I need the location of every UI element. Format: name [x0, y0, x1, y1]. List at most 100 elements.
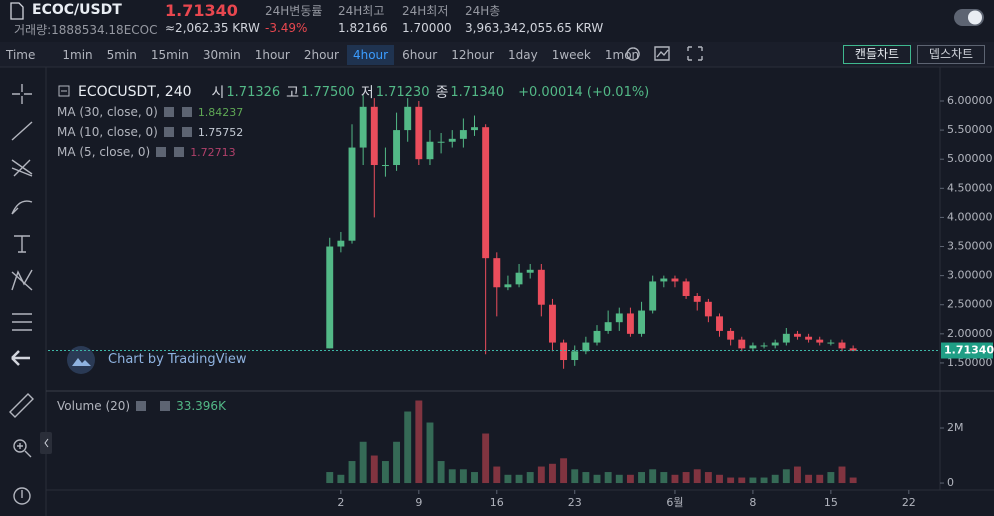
- study-value: 1.84237: [197, 105, 244, 119]
- watermark: Chart by TradingView: [108, 352, 247, 367]
- volume-bar: [426, 422, 434, 484]
- interval-button[interactable]: 12hour: [451, 47, 494, 62]
- x-tick-label: 9: [415, 496, 422, 509]
- krw-price: ≈2,062.35 KRW: [165, 21, 260, 35]
- study-controls[interactable]: [163, 107, 192, 117]
- candle-body: [571, 351, 579, 361]
- ohlc-label: 고: [286, 85, 300, 101]
- volume-bar: [437, 461, 445, 484]
- volume-name[interactable]: Volume (20): [57, 399, 131, 413]
- interval-button[interactable]: 1hour: [254, 47, 290, 62]
- volume-bar: [738, 477, 746, 484]
- interval-button[interactable]: 1day: [507, 47, 538, 62]
- fullscreen-icon[interactable]: [687, 46, 703, 61]
- volume-bar: [537, 466, 545, 484]
- volume-tick-label: 0: [947, 476, 954, 489]
- collapse-tab[interactable]: [40, 432, 52, 454]
- zoom-tool[interactable]: [13, 439, 32, 458]
- interval-bar: Time 1min 5min 15min 30min 1hour 2hour 4hour 6ho…: [0, 42, 647, 67]
- indicator-icon[interactable]: [654, 46, 670, 61]
- study-name[interactable]: MA (10, close, 0): [57, 125, 158, 139]
- candle-body: [337, 240, 345, 247]
- candle-body: [827, 342, 835, 344]
- candle-body: [381, 165, 389, 167]
- candle-body: [549, 304, 556, 343]
- candle-body: [716, 316, 723, 331]
- volume-24h: 거래량:1888534.18ECOC: [14, 23, 158, 37]
- brush-tool[interactable]: [11, 200, 33, 215]
- y-tick-label: 3.50000: [947, 240, 993, 253]
- study-controls[interactable]: [156, 147, 185, 157]
- volume-bar: [771, 474, 779, 484]
- candle-body: [393, 130, 401, 166]
- volume-bar: [693, 469, 701, 484]
- watermark-logo: [72, 358, 91, 366]
- interval-button[interactable]: 1week: [551, 47, 591, 62]
- study-row: MA (5, close, 0) 1.72713: [57, 145, 236, 159]
- candle-body: [471, 127, 478, 131]
- volume-bar: [749, 477, 757, 484]
- measure-tool[interactable]: [12, 313, 32, 331]
- candle-body: [816, 339, 824, 343]
- volume-bar: [794, 466, 801, 484]
- candle-body: [482, 127, 490, 259]
- candle-body: [415, 106, 423, 160]
- interval-button[interactable]: 2hour: [303, 47, 339, 62]
- chart-mode-button[interactable]: 뎁스차트: [917, 45, 985, 64]
- y-tick-label: 6.00000: [947, 94, 993, 107]
- interval-button[interactable]: 15min: [150, 47, 189, 62]
- back-tool[interactable]: [11, 350, 30, 366]
- magnet-tool[interactable]: [13, 487, 31, 505]
- chart-mode-button[interactable]: 캔들차트: [843, 45, 911, 64]
- text-tool[interactable]: [14, 235, 30, 253]
- candle-body: [638, 310, 646, 334]
- volume-bar: [827, 472, 835, 484]
- line-tool[interactable]: [11, 121, 33, 141]
- candle-body: [615, 313, 623, 323]
- crosshair-tool[interactable]: [12, 84, 32, 104]
- y-tick-label: 1.50000: [947, 356, 993, 369]
- candle-body: [459, 130, 467, 139]
- ohlc-value: 1.71230: [375, 84, 430, 100]
- volume-bar: [727, 477, 735, 484]
- stat-label: 24H최저: [402, 4, 449, 18]
- interval-button[interactable]: Time: [6, 47, 36, 62]
- study-name[interactable]: MA (5, close, 0): [57, 145, 151, 159]
- study-controls[interactable]: [136, 401, 171, 411]
- volume-bar: [415, 400, 423, 484]
- candle-body: [560, 342, 568, 361]
- symbol: ECOC/USDT: [32, 2, 122, 18]
- ohlc-value: 1.71326: [226, 84, 281, 100]
- candle-body: [348, 147, 356, 241]
- legend-symbol[interactable]: ECOCUSDT, 240: [78, 84, 192, 100]
- candle-body: [849, 348, 857, 351]
- interval-button[interactable]: 6hour: [402, 47, 438, 62]
- candle-body: [593, 330, 601, 343]
- volume-bar: [604, 472, 612, 484]
- settings-icon[interactable]: [626, 47, 640, 61]
- ruler-tool[interactable]: [9, 393, 34, 418]
- volume-value: 33.396K: [176, 399, 226, 413]
- volume-bar: [638, 472, 646, 484]
- interval-button[interactable]: 1min: [62, 47, 93, 62]
- candle-body: [604, 322, 612, 331]
- candle-body: [426, 141, 434, 160]
- study-controls[interactable]: [163, 127, 192, 137]
- legend-collapse[interactable]: [58, 85, 70, 97]
- interval-button[interactable]: 1mon: [604, 47, 640, 62]
- candle-body: [515, 272, 523, 285]
- study-name[interactable]: MA (30, close, 0): [57, 105, 158, 119]
- candle-body: [504, 284, 512, 288]
- pattern-tool[interactable]: [11, 269, 33, 291]
- interval-button[interactable]: 5min: [106, 47, 137, 62]
- volume-bar: [337, 474, 345, 484]
- volume-bar: [515, 474, 523, 484]
- volume-bar: [716, 474, 723, 484]
- interval-button[interactable]: 4hour: [346, 44, 395, 65]
- candle-body: [727, 330, 735, 340]
- y-tick-label: 4.50000: [947, 181, 993, 194]
- interval-button[interactable]: 30min: [202, 47, 241, 62]
- stat-label: 24H최고: [338, 4, 385, 18]
- y-tick-label: 2.00000: [947, 327, 993, 340]
- fib-tool[interactable]: [11, 159, 33, 177]
